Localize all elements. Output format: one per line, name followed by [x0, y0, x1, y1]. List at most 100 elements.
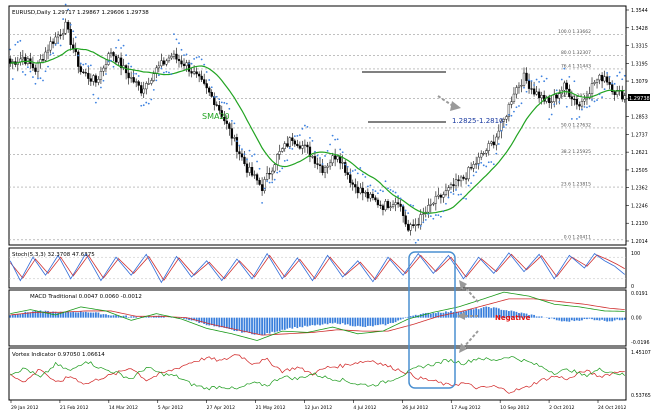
candle-body — [185, 62, 188, 67]
psar-dot — [316, 154, 319, 157]
psar-dot — [266, 180, 269, 182]
candle-body — [364, 192, 367, 194]
candle-body — [260, 184, 264, 191]
x-axis-label: 27 Apr 2012 — [207, 405, 235, 411]
psar-dot — [397, 195, 399, 197]
candle-body — [172, 53, 176, 57]
candle-body — [374, 197, 377, 201]
psar-dot — [394, 191, 397, 194]
psar-dot — [344, 163, 347, 166]
price-axis-label: 1.2737 — [631, 132, 648, 138]
psar-dot — [581, 108, 583, 111]
candle-body — [472, 164, 475, 169]
psar-dot — [535, 78, 538, 81]
candle-body — [225, 120, 228, 124]
candle-body — [283, 143, 286, 149]
psar-dot — [241, 148, 243, 151]
psar-dot — [54, 43, 57, 46]
x-axis-label: 2 Oct 2012 — [549, 405, 575, 411]
candle-body — [351, 182, 354, 185]
psar-dot — [578, 116, 581, 118]
psar-dot — [606, 71, 609, 74]
psar-dot — [170, 73, 173, 76]
psar-dot — [603, 88, 606, 91]
psar-dot — [32, 76, 34, 78]
fib-level-label: 23.6 1.23815 — [561, 182, 591, 188]
psar-dot — [601, 96, 603, 99]
candle-body — [515, 87, 518, 95]
psar-dot — [331, 134, 334, 137]
psar-dot — [62, 18, 65, 20]
psar-dot — [304, 124, 306, 127]
macd-axis-label: 0.0191 — [631, 291, 648, 297]
psar-dot — [570, 118, 573, 120]
psar-dot — [377, 192, 379, 195]
price-axis-label: 1.2130 — [631, 221, 648, 227]
psar-dot — [505, 123, 508, 126]
psar-dot — [334, 138, 337, 141]
candle-body — [422, 213, 425, 215]
candle-body — [490, 141, 493, 144]
highlight-box — [408, 251, 456, 389]
candle-body — [77, 51, 80, 67]
candle-body — [346, 172, 349, 175]
candle-body — [293, 140, 296, 145]
price-axis-label: 1.3544 — [631, 8, 648, 14]
candle-body — [580, 101, 584, 107]
psar-dot — [502, 126, 505, 129]
candle-body — [230, 128, 234, 139]
psar-dot — [256, 160, 258, 163]
candle-body — [341, 162, 344, 164]
candle-body — [520, 85, 523, 87]
psar-dot — [593, 100, 596, 103]
candle-body — [384, 201, 387, 211]
candle-body — [379, 204, 382, 206]
candle-body — [306, 144, 309, 148]
candle-body — [480, 153, 483, 158]
psar-dot — [298, 134, 301, 137]
candle-body — [414, 224, 417, 226]
psar-dot — [404, 209, 407, 212]
candle-body — [522, 72, 526, 86]
candle-body — [487, 143, 490, 151]
psar-dot — [417, 239, 420, 241]
psar-dot — [97, 97, 100, 100]
candle-body — [140, 85, 143, 94]
psar-dot — [623, 74, 626, 77]
candle-body — [354, 184, 357, 188]
candle-body — [396, 202, 400, 205]
psar-dot — [452, 193, 455, 195]
psar-dot — [530, 80, 533, 82]
psar-dot — [329, 143, 331, 146]
candle-body — [107, 53, 110, 65]
psar-dot — [613, 82, 616, 85]
psar-dot — [268, 181, 271, 184]
candle-body — [608, 82, 611, 85]
psar-dot — [543, 80, 546, 83]
candle-body — [281, 148, 284, 152]
candle-body — [203, 79, 206, 84]
psar-dot — [384, 180, 387, 183]
psar-dot — [215, 95, 218, 98]
candle-body — [444, 190, 448, 195]
psar-dot — [382, 190, 384, 193]
psar-dot — [583, 105, 586, 108]
psar-dot — [291, 148, 294, 150]
psar-dot — [510, 114, 513, 117]
psar-dot — [346, 165, 349, 168]
psar-dot — [200, 58, 203, 61]
psar-dot — [482, 164, 485, 167]
psar-dot — [477, 163, 480, 166]
psar-dot — [555, 89, 558, 92]
candle-body — [429, 204, 432, 206]
candle-body — [74, 48, 77, 53]
psar-dot — [92, 93, 95, 96]
candle-body — [507, 104, 511, 117]
psar-dot — [520, 102, 523, 105]
candle-body — [67, 21, 70, 30]
negative-annotation: Negative — [495, 314, 531, 322]
candle-body — [336, 156, 339, 160]
psar-dot — [173, 33, 175, 36]
psar-dot — [568, 75, 571, 78]
stoch-main-line — [9, 252, 625, 284]
